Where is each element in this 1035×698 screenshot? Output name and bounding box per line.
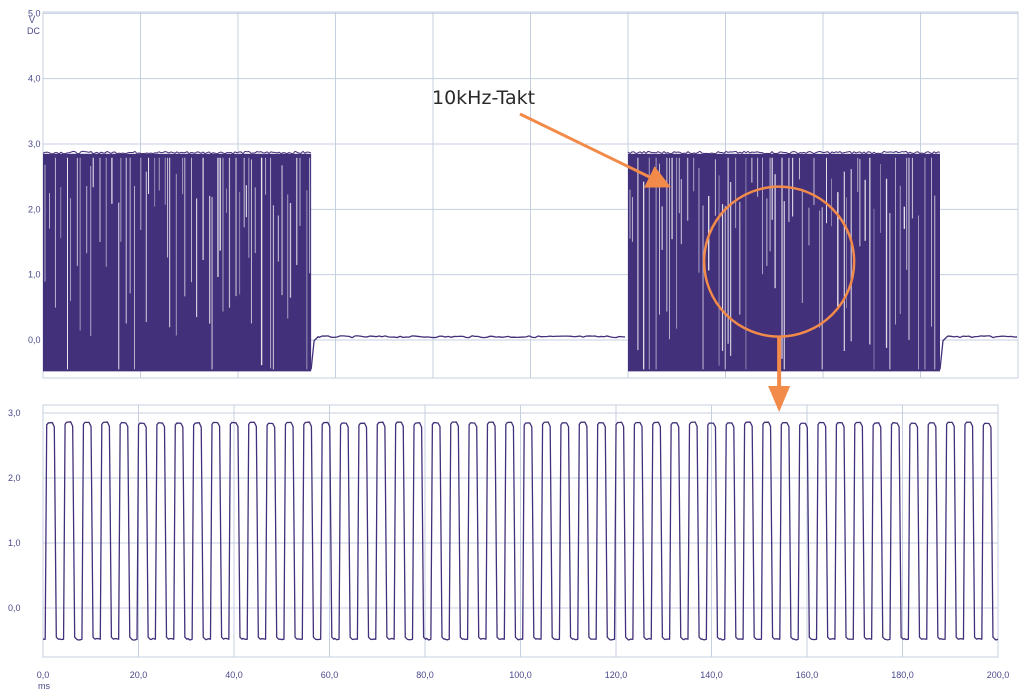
top-y-tick-labels: 5,04,03,02,01,00,0 <box>28 8 41 345</box>
bottom-x-tick-labels: 0,0 20,0 40,0 60,0 80,0 100,0 120,0 140,0 160,0 1… <box>37 670 1010 680</box>
top-y-tick-label: 3,0 <box>28 139 41 149</box>
annotation-10khz-label: 10kHz-Takt <box>432 87 535 109</box>
bottom-x-unit: ms <box>38 681 50 691</box>
bottom-y-tick-label: 3,0 <box>8 408 21 418</box>
bottom-y-tick-label: 1,0 <box>8 538 21 548</box>
bottom-x-tick-label: 100,0 <box>509 670 532 680</box>
bottom-x-tick-label: 0,0 <box>37 670 50 680</box>
bottom-x-tick-label: 60,0 <box>321 670 339 680</box>
bottom-x-tick-label: 180,0 <box>891 670 914 680</box>
bottom-x-tick-label: 140,0 <box>700 670 723 680</box>
bottom-y-tick-labels: 3,0 2,0 1,0 0,0 <box>8 408 21 613</box>
bottom-y-tick-label: 2,0 <box>8 473 21 483</box>
top-y-tick-label: 2,0 <box>28 204 41 214</box>
bottom-x-tick-label: 120,0 <box>605 670 628 680</box>
top-y-tick-label: 0,0 <box>28 335 41 345</box>
top-y-unit-dc: DC <box>27 26 40 36</box>
bottom-y-tick-label: 0,0 <box>8 603 21 613</box>
bottom-x-tick-label: 20,0 <box>130 670 148 680</box>
bottom-x-tick-label: 200,0 <box>987 670 1010 680</box>
top-y-tick-label: 1,0 <box>28 270 41 280</box>
top-y-tick-label: 4,0 <box>28 74 41 84</box>
bottom-x-tick-label: 160,0 <box>796 670 819 680</box>
bottom-x-tick-label: 40,0 <box>225 670 243 680</box>
top-y-unit-v: V <box>29 15 35 25</box>
bottom-x-tick-label: 80,0 <box>416 670 434 680</box>
bottom-panel: 3,0 2,0 1,0 0,0 0,0 20,0 40,0 60,0 80,0 100,0 120… <box>8 405 1009 691</box>
top-panel: 5,04,03,02,01,00,0 V DC 10kHz-Takt <box>27 8 1018 378</box>
